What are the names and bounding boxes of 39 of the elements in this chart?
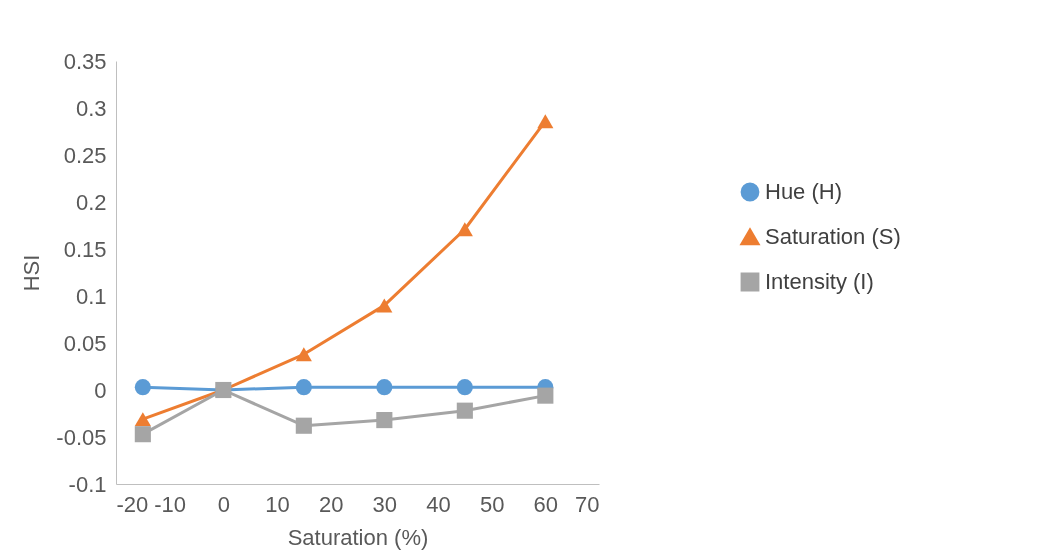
legend-label: Intensity (I) [765, 269, 874, 294]
point [295, 417, 312, 434]
point [134, 412, 151, 427]
x-tick-label: 20 [318, 491, 344, 517]
point [295, 379, 312, 396]
x-tick-label: 50 [479, 491, 505, 517]
x-tick-label: -10 [154, 491, 187, 517]
point [376, 379, 393, 396]
legend-label: Saturation (S) [765, 224, 901, 249]
legend-label: Hue (H) [765, 179, 843, 204]
y-tick-label: 0.05 [63, 330, 107, 356]
point [456, 379, 473, 396]
x-tick-label: 40 [426, 491, 451, 517]
y-tick-label: 0.35 [63, 48, 107, 74]
x-tick-label: 0 [217, 491, 230, 517]
x-axis-title: Saturation (%) [287, 524, 429, 550]
y-tick-label: 0.2 [75, 189, 107, 215]
y-tick-label: 0.1 [75, 283, 107, 309]
x-tick-label: 30 [372, 491, 398, 517]
point [537, 114, 554, 129]
y-tick-label: 0.15 [63, 236, 107, 262]
x-tick-label: -20 [116, 491, 149, 517]
point [376, 298, 393, 313]
point [134, 379, 151, 396]
point [295, 347, 312, 362]
y-tick-label: 0.3 [75, 95, 107, 121]
y-tick-label: 0.25 [63, 142, 107, 168]
x-tick-label: 10 [265, 491, 290, 517]
y-axis-title: HSI [19, 254, 45, 292]
y-tick-label: -0.1 [68, 471, 107, 497]
x-tick-label: 70 [575, 491, 600, 517]
point [376, 412, 393, 429]
point [456, 222, 473, 237]
y-tick-label: -0.05 [56, 424, 107, 450]
x-tick-label: 60 [533, 491, 559, 517]
point [537, 387, 554, 404]
point [456, 402, 473, 419]
y-tick-label: 0 [94, 377, 107, 403]
point [134, 426, 151, 443]
